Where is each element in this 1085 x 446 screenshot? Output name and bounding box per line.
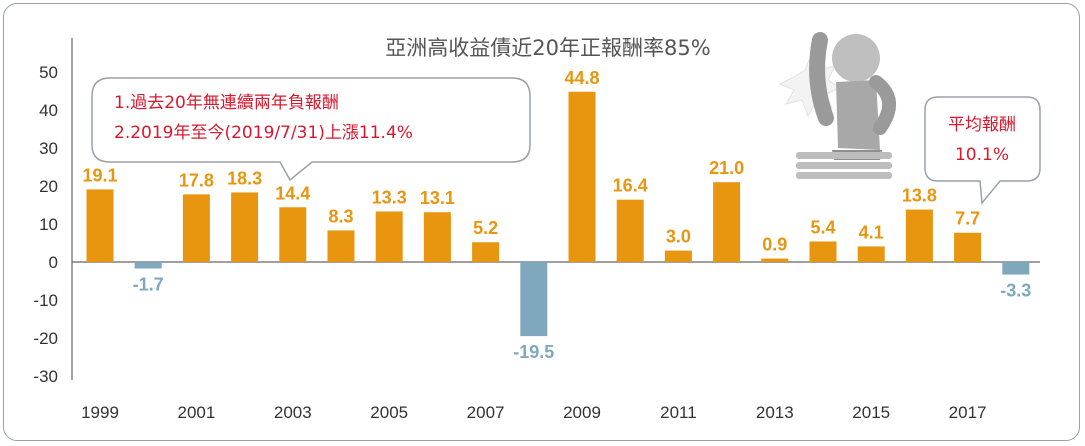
y-tick-labels: 50 40 30 20 10 0 -10 -20 -30 [33, 63, 58, 386]
x-tick-label: 2003 [274, 403, 312, 422]
chart-frame [3, 3, 1080, 441]
x-tick-label: 2005 [370, 403, 408, 422]
chart-title: 亞洲高收益債近20年正報酬率85% [385, 36, 710, 60]
bar-2011 [664, 250, 692, 262]
bar-2005 [375, 211, 403, 262]
bar-2006 [423, 212, 451, 262]
average-line-1: 平均報酬 [948, 115, 1016, 135]
bars [86, 91, 1030, 337]
y-tick-label: 50 [39, 63, 58, 82]
bar-2001 [182, 194, 210, 262]
y-tick-label: 30 [39, 139, 58, 158]
value-label-2012: 21.0 [709, 158, 744, 178]
x-tick-label: 2017 [949, 403, 987, 422]
y-tick-label: 0 [49, 253, 58, 272]
x-tick-label: 1999 [81, 403, 119, 422]
value-label-2008: -19.5 [513, 342, 554, 362]
bar-2004 [327, 230, 355, 262]
average-callout-bubble [924, 96, 1041, 205]
bar-2007 [472, 242, 500, 262]
person-lifting-weights-icon [778, 32, 896, 179]
value-label-2017: 7.7 [955, 209, 980, 229]
bar-2008 [520, 262, 548, 337]
bar-1999 [86, 189, 114, 262]
value-label-2005: 13.3 [372, 187, 407, 207]
bar-2013 [761, 258, 789, 262]
x-tick-label: 2011 [660, 403, 697, 422]
value-label-2001: 17.8 [179, 170, 214, 190]
bar-2018 [1002, 262, 1030, 275]
value-label-2004: 8.3 [328, 206, 353, 226]
x-tick-label: 2007 [467, 403, 505, 422]
value-label-2011: 3.0 [666, 227, 691, 247]
y-tick-label: 20 [39, 177, 58, 196]
average-line-2: 10.1% [955, 145, 1009, 165]
note-line-2: 2.2019年至今(2019/7/31)上漲11.4% [114, 123, 413, 143]
bar-2003 [279, 207, 307, 262]
note-callout-bubble [91, 77, 531, 182]
note-callout: 1.過去20年無連續兩年負報酬 2.2019年至今(2019/7/31)上漲11… [91, 77, 531, 182]
bar-2016 [905, 209, 933, 262]
x-tick-label: 2001 [177, 403, 215, 422]
y-tick-label: 10 [39, 215, 58, 234]
bar-2010 [616, 199, 644, 262]
y-tick-label: -20 [33, 329, 58, 348]
average-callout: 平均報酬 10.1% [924, 96, 1041, 205]
value-label-2018: -3.3 [1000, 281, 1031, 301]
bar-2000 [134, 262, 162, 269]
x-tick-label: 2009 [563, 403, 601, 422]
value-label-2002: 18.3 [227, 168, 262, 188]
x-tick-labels: 1999 2001 2003 2005 2007 2009 2011 2013 2015 2017 [81, 403, 986, 422]
bar-2014 [809, 241, 837, 262]
bar-2015 [857, 246, 885, 262]
y-tick-label: 40 [39, 101, 58, 120]
value-label-2006: 13.1 [420, 188, 455, 208]
value-label-2007: 5.2 [473, 218, 498, 238]
value-label-2000: -1.7 [133, 274, 164, 294]
value-label-2016: 13.8 [902, 186, 937, 206]
value-label-2015: 4.1 [859, 222, 884, 242]
value-label-2010: 16.4 [613, 176, 648, 196]
y-tick-label: -10 [33, 291, 58, 310]
value-labels: 19.1 -1.7 17.8 18.3 14.4 8.3 13.3 13.1 5.2 -19.5 4… [82, 68, 1031, 362]
note-line-1: 1.過去20年無連續兩年負報酬 [114, 93, 339, 113]
bar-2012 [713, 182, 741, 262]
y-tick-label: -30 [33, 367, 58, 386]
bar-2017 [954, 232, 982, 262]
value-label-1999: 19.1 [82, 165, 117, 185]
value-label-2014: 5.4 [810, 217, 835, 237]
bar-2002 [231, 192, 259, 262]
x-tick-label: 2015 [852, 403, 890, 422]
bar-2009 [568, 91, 596, 262]
value-label-2009: 44.8 [564, 68, 599, 88]
value-label-2003: 14.4 [275, 183, 310, 203]
value-label-2013: 0.9 [762, 235, 787, 255]
x-tick-label: 2013 [756, 403, 794, 422]
